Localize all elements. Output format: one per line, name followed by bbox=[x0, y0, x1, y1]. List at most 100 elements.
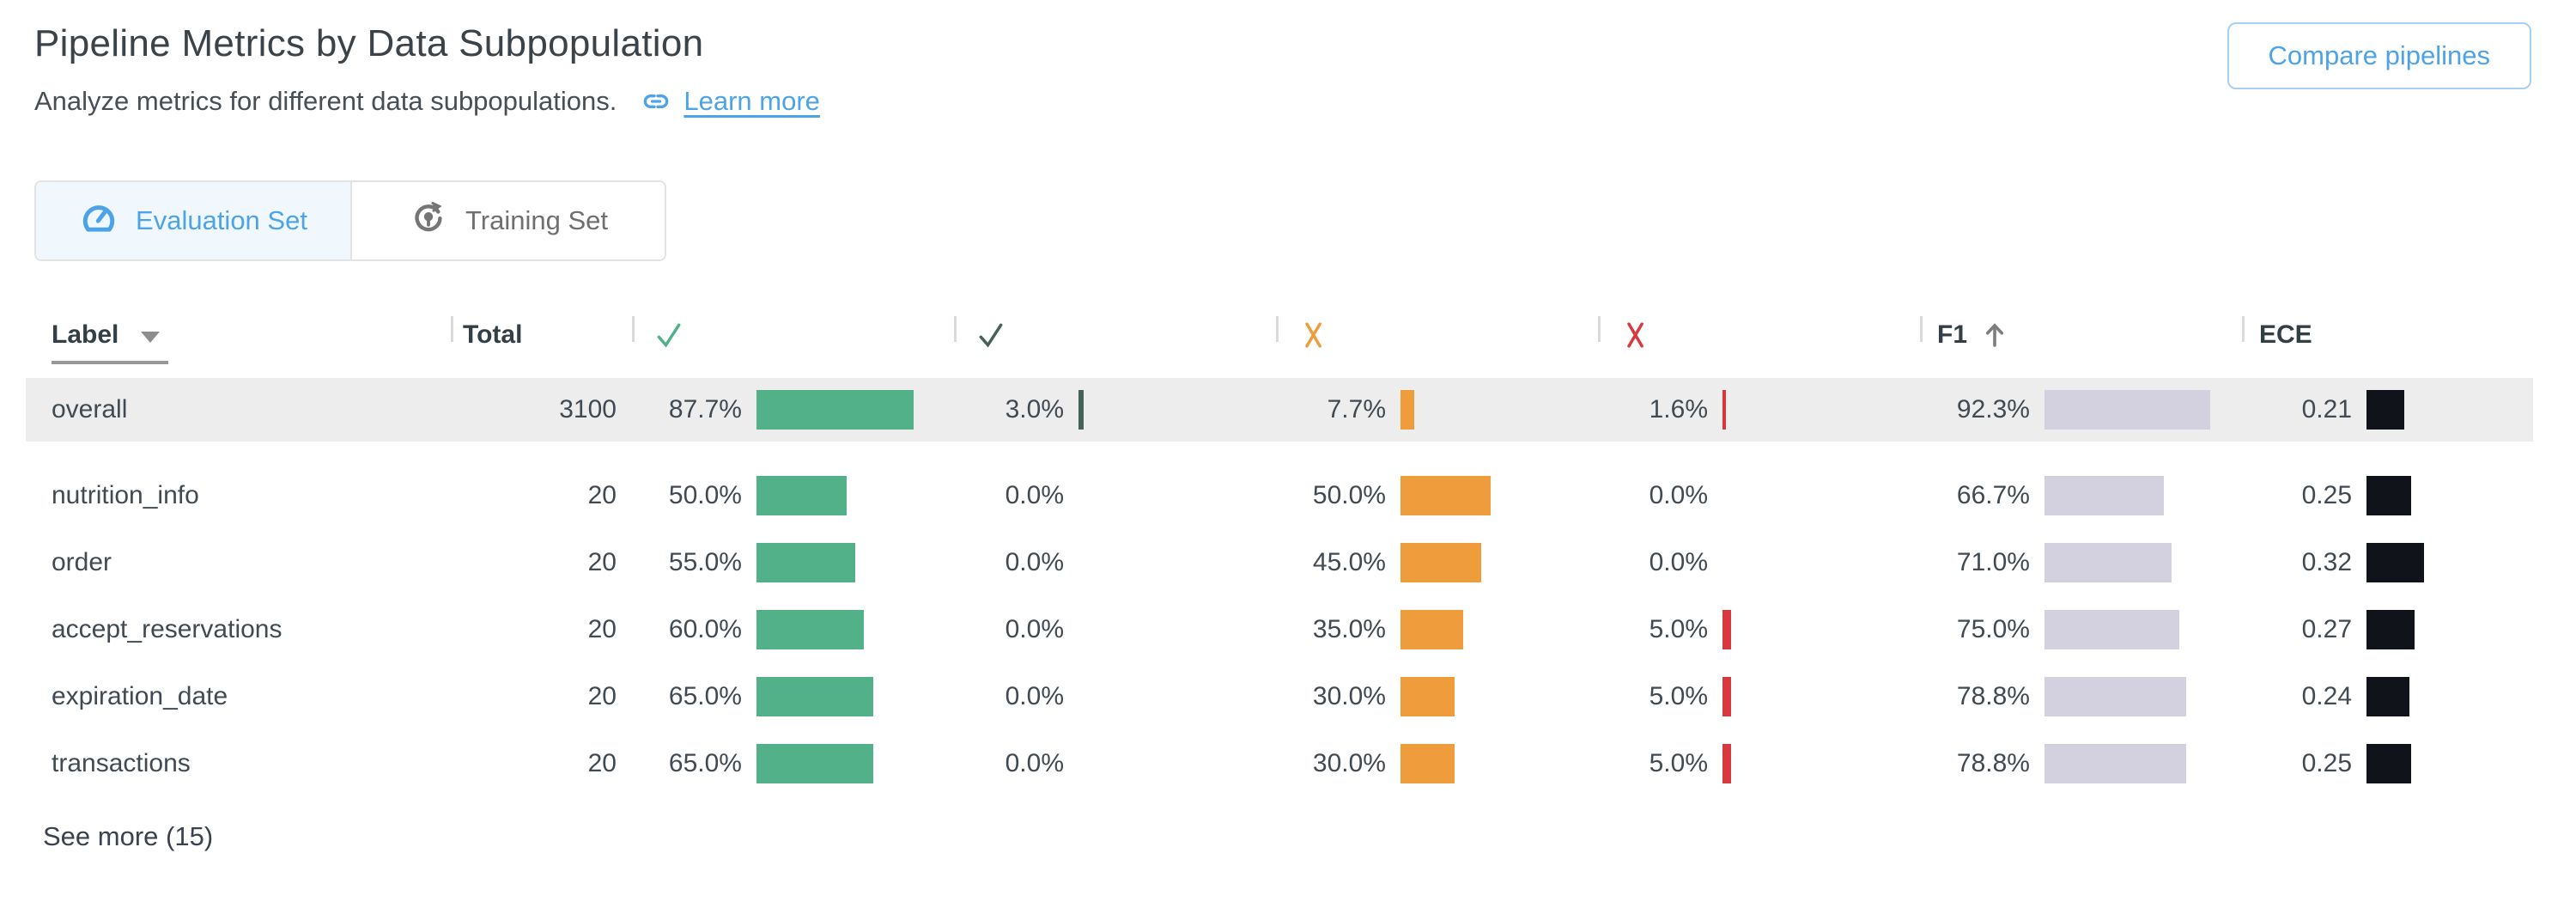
metric-value: 66.7% bbox=[1956, 481, 2030, 509]
metric-cell: 0.27 bbox=[2242, 596, 2564, 663]
metric-value: 30.0% bbox=[1312, 682, 1386, 710]
metric-cell: 78.8% bbox=[1920, 663, 2242, 730]
tab-label: Training Set bbox=[465, 205, 608, 235]
metric-value: 0.24 bbox=[2301, 682, 2352, 710]
chevron-down-icon bbox=[141, 331, 161, 343]
metric-bar bbox=[2366, 543, 2424, 582]
metric-value: 65.0% bbox=[668, 749, 742, 777]
table-header-row: Label Total bbox=[26, 308, 2533, 364]
metric-bar bbox=[756, 476, 847, 515]
metric-cell: 5.0% bbox=[1598, 663, 1920, 730]
column-header-label[interactable]: Label bbox=[26, 308, 451, 364]
metric-bar bbox=[1078, 390, 1084, 430]
row-total: 20 bbox=[587, 682, 617, 710]
column-header-total[interactable]: Total bbox=[451, 308, 632, 363]
metric-cell: 1.6% bbox=[1598, 378, 1920, 442]
metric-value: 30.0% bbox=[1312, 749, 1386, 777]
sort-ascending-icon bbox=[1979, 320, 2010, 350]
metric-value: 0.0% bbox=[1005, 615, 1064, 643]
metric-bar bbox=[1722, 744, 1731, 783]
metric-value: 92.3% bbox=[1956, 395, 2030, 424]
metric-value: 0.27 bbox=[2301, 615, 2352, 643]
pipeline-metrics-panel: Pipeline Metrics by Data Subpopulation A… bbox=[26, 22, 2533, 852]
metric-cell: 66.7% bbox=[1920, 462, 2242, 529]
metric-value: 3.0% bbox=[1005, 395, 1064, 424]
gauge-icon bbox=[79, 198, 118, 244]
metric-bar bbox=[1722, 610, 1731, 649]
metric-bar bbox=[2044, 390, 2210, 430]
table-row[interactable]: overall 3100 87.7% 3.0% 7.7% 1.6% 92.3% 0.21 bbox=[26, 378, 2533, 442]
column-header-partial[interactable] bbox=[954, 308, 1276, 363]
metric-value: 78.8% bbox=[1956, 749, 2030, 777]
metric-bar bbox=[1400, 677, 1455, 716]
metric-bar bbox=[2366, 677, 2409, 716]
metric-value: 0.0% bbox=[1005, 548, 1064, 576]
metric-cell: 65.0% bbox=[632, 663, 954, 730]
metric-bar bbox=[1400, 744, 1455, 783]
metric-value: 5.0% bbox=[1649, 749, 1708, 777]
metric-value: 78.8% bbox=[1956, 682, 2030, 710]
table-row[interactable]: transactions 20 65.0% 0.0% 30.0% 5.0% 78.8% 0.2… bbox=[26, 730, 2533, 797]
metric-cell: 71.0% bbox=[1920, 529, 2242, 596]
see-more-link[interactable]: See more (15) bbox=[43, 821, 214, 851]
row-label: transactions bbox=[52, 749, 191, 777]
metric-bar bbox=[2366, 610, 2415, 649]
metric-cell: 0.25 bbox=[2242, 462, 2564, 529]
metric-value: 50.0% bbox=[668, 481, 742, 509]
metric-bar bbox=[1400, 543, 1481, 582]
column-header-correct[interactable] bbox=[632, 308, 954, 363]
column-header-missed[interactable] bbox=[1598, 308, 1920, 363]
row-total: 20 bbox=[587, 749, 617, 777]
tab-evaluation-set[interactable]: Evaluation Set bbox=[36, 182, 350, 259]
check-dark-icon bbox=[973, 317, 1009, 353]
column-header-incorrect[interactable] bbox=[1276, 308, 1598, 363]
metric-bar bbox=[756, 610, 864, 649]
metric-bar bbox=[756, 543, 855, 582]
row-label: expiration_date bbox=[52, 682, 228, 710]
metric-value: 0.25 bbox=[2301, 749, 2352, 777]
metric-bar bbox=[2044, 677, 2186, 716]
metric-bar bbox=[756, 677, 873, 716]
metric-value: 1.6% bbox=[1649, 395, 1708, 424]
metric-value: 0.0% bbox=[1649, 548, 1708, 576]
table-row[interactable]: expiration_date 20 65.0% 0.0% 30.0% 5.0% 78.8%… bbox=[26, 663, 2533, 730]
metric-value: 87.7% bbox=[668, 395, 742, 424]
metric-cell: 92.3% bbox=[1920, 378, 2242, 442]
tab-training-set[interactable]: Training Set bbox=[350, 182, 665, 259]
page-title: Pipeline Metrics by Data Subpopulation bbox=[34, 22, 704, 64]
metric-value: 7.7% bbox=[1327, 395, 1386, 424]
metric-value: 0.21 bbox=[2301, 395, 2352, 424]
column-header-f1[interactable]: F1 bbox=[1920, 308, 2242, 363]
ece-header-text: ECE bbox=[2259, 320, 2312, 349]
table-row[interactable]: nutrition_info 20 50.0% 0.0% 50.0% 0.0% 66.7% 0… bbox=[26, 462, 2533, 529]
metric-cell: 0.0% bbox=[954, 730, 1276, 797]
metric-cell: 0.0% bbox=[1598, 529, 1920, 596]
check-green-icon bbox=[651, 317, 687, 353]
tab-label: Evaluation Set bbox=[136, 205, 307, 235]
row-label: order bbox=[52, 548, 112, 576]
metric-value: 0.0% bbox=[1005, 749, 1064, 777]
metric-cell: 78.8% bbox=[1920, 730, 2242, 797]
metric-cell: 0.32 bbox=[2242, 529, 2564, 596]
x-red-icon bbox=[1617, 317, 1653, 353]
metric-value: 50.0% bbox=[1312, 481, 1386, 509]
compare-pipelines-button[interactable]: Compare pipelines bbox=[2227, 22, 2531, 89]
metric-bar bbox=[756, 390, 914, 430]
metric-cell: 65.0% bbox=[632, 730, 954, 797]
learn-more-link[interactable]: Learn more bbox=[683, 86, 820, 116]
row-label: overall bbox=[52, 395, 128, 424]
page-subtitle: Analyze metrics for different data subpo… bbox=[34, 86, 617, 116]
row-label: accept_reservations bbox=[52, 615, 283, 643]
metric-value: 0.32 bbox=[2301, 548, 2352, 576]
metric-bar bbox=[756, 744, 873, 783]
metric-cell: 50.0% bbox=[632, 462, 954, 529]
row-total: 20 bbox=[587, 481, 617, 509]
label-header-text: Label bbox=[52, 320, 119, 349]
metric-bar bbox=[2366, 476, 2411, 515]
metric-cell: 5.0% bbox=[1598, 596, 1920, 663]
table-row[interactable]: order 20 55.0% 0.0% 45.0% 0.0% 71.0% 0.32 bbox=[26, 529, 2533, 596]
metrics-table: Label Total bbox=[26, 308, 2533, 852]
dataset-tabs: Evaluation Set Training Set bbox=[34, 180, 666, 261]
column-header-ece[interactable]: ECE bbox=[2242, 308, 2564, 363]
table-row[interactable]: accept_reservations 20 60.0% 0.0% 35.0% 5.0% 7… bbox=[26, 596, 2533, 663]
